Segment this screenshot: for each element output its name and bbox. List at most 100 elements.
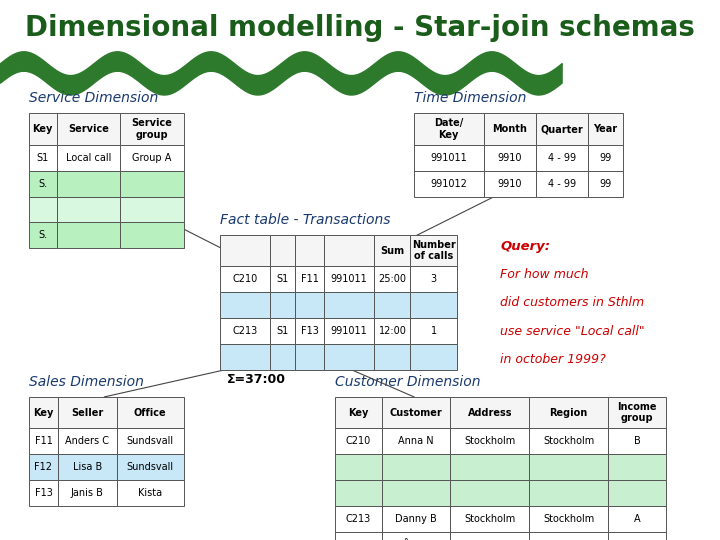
Text: Quarter: Quarter — [541, 124, 583, 134]
Bar — [29, 222, 57, 248]
Bar — [536, 171, 588, 197]
Text: Date/
Key: Date/ Key — [434, 118, 464, 140]
Text: C210: C210 — [232, 274, 258, 284]
Bar — [120, 197, 184, 222]
Bar — [608, 480, 666, 506]
Text: Key: Key — [348, 408, 369, 417]
Text: F13: F13 — [301, 326, 318, 336]
Bar — [451, 397, 529, 428]
Text: 1: 1 — [431, 326, 437, 336]
Text: Address: Address — [467, 408, 512, 417]
Text: S.: S. — [38, 179, 48, 188]
Text: Customer Dimension: Customer Dimension — [335, 375, 480, 389]
Text: Time Dimension: Time Dimension — [414, 91, 526, 105]
Bar — [382, 397, 451, 428]
Bar — [29, 454, 58, 480]
Bar — [117, 480, 184, 506]
Bar — [451, 480, 529, 506]
Bar — [57, 222, 120, 248]
Text: 99: 99 — [599, 153, 611, 163]
Bar — [451, 506, 529, 532]
Text: in october 1999?: in october 1999? — [500, 353, 606, 366]
Bar — [484, 145, 536, 171]
Bar — [451, 532, 529, 540]
Bar — [220, 266, 270, 292]
Bar — [270, 318, 295, 344]
Bar — [295, 235, 324, 266]
Text: S1: S1 — [276, 326, 289, 336]
Text: C210: C210 — [346, 436, 371, 446]
Bar — [335, 397, 382, 428]
Bar — [58, 454, 117, 480]
Text: Key: Key — [32, 124, 53, 134]
Text: Customer: Customer — [390, 408, 443, 417]
Bar — [295, 266, 324, 292]
Bar — [57, 113, 120, 145]
Text: Sundsvall: Sundsvall — [127, 462, 174, 472]
Bar — [120, 171, 184, 197]
Text: Janis B: Janis B — [71, 488, 104, 498]
Bar — [117, 397, 184, 428]
Bar — [588, 145, 623, 171]
Bar — [608, 397, 666, 428]
Text: F11: F11 — [35, 436, 53, 446]
Bar — [529, 454, 608, 480]
Text: F13: F13 — [35, 488, 53, 498]
Text: Anders C: Anders C — [66, 436, 109, 446]
Text: Fact table - Transactions: Fact table - Transactions — [220, 213, 390, 227]
Text: Query:: Query: — [500, 240, 550, 253]
Bar — [529, 532, 608, 540]
Text: 991012: 991012 — [431, 179, 467, 188]
Bar — [270, 235, 295, 266]
Bar — [382, 480, 451, 506]
Bar — [220, 235, 270, 266]
Bar — [57, 145, 120, 171]
Text: S1: S1 — [37, 153, 49, 163]
Text: 99: 99 — [599, 179, 611, 188]
Bar — [335, 428, 382, 454]
Bar — [608, 506, 666, 532]
Text: Stockholm: Stockholm — [464, 514, 516, 524]
Bar — [57, 171, 120, 197]
Text: Month: Month — [492, 124, 527, 134]
Bar — [295, 292, 324, 318]
Bar — [414, 113, 484, 145]
Bar — [120, 145, 184, 171]
Bar — [29, 428, 58, 454]
Text: Seller: Seller — [71, 408, 104, 417]
Bar — [374, 318, 410, 344]
Bar — [270, 266, 295, 292]
Text: 25:00: 25:00 — [379, 274, 406, 284]
Text: F11: F11 — [301, 274, 318, 284]
Text: Local call: Local call — [66, 153, 111, 163]
Text: Kista: Kista — [138, 488, 162, 498]
Bar — [410, 344, 457, 370]
Bar — [324, 344, 374, 370]
Bar — [270, 292, 295, 318]
Text: Sales Dimension: Sales Dimension — [29, 375, 144, 389]
Text: Office: Office — [134, 408, 166, 417]
Text: 3: 3 — [431, 274, 437, 284]
Bar — [410, 292, 457, 318]
Bar — [374, 344, 410, 370]
Bar — [335, 480, 382, 506]
Bar — [29, 197, 57, 222]
Text: Region: Region — [549, 408, 588, 417]
Text: C213: C213 — [232, 326, 258, 336]
Text: C213: C213 — [346, 514, 371, 524]
Bar — [529, 480, 608, 506]
Text: Sum: Sum — [380, 246, 405, 255]
Bar — [324, 235, 374, 266]
Text: Service: Service — [68, 124, 109, 134]
Bar — [335, 506, 382, 532]
Bar — [382, 532, 451, 540]
Bar — [451, 428, 529, 454]
Text: did customers in Sthlm: did customers in Sthlm — [500, 296, 644, 309]
Bar — [120, 222, 184, 248]
Bar — [117, 428, 184, 454]
Bar — [57, 197, 120, 222]
Bar — [324, 318, 374, 344]
Bar — [220, 292, 270, 318]
Bar — [529, 506, 608, 532]
Text: 12:00: 12:00 — [379, 326, 406, 336]
